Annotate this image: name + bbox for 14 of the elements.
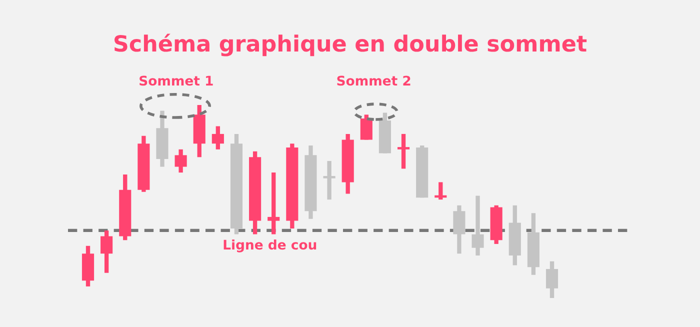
candlestick [212,126,224,150]
candlestick [360,114,372,140]
candlestick [174,149,187,173]
candlestick [323,160,336,200]
ref-line-label: Ligne de cou [224,239,316,252]
text: Sommet 2 [337,76,410,86]
candlestick [546,261,558,298]
text: Sommet 1 [140,76,213,86]
candlestick [268,172,280,234]
candlestick [472,196,484,256]
candlestick [453,205,466,254]
chart-title: Schéma graphique en double sommet [114,34,587,56]
candlestick [100,230,113,273]
candlestick [397,134,410,169]
